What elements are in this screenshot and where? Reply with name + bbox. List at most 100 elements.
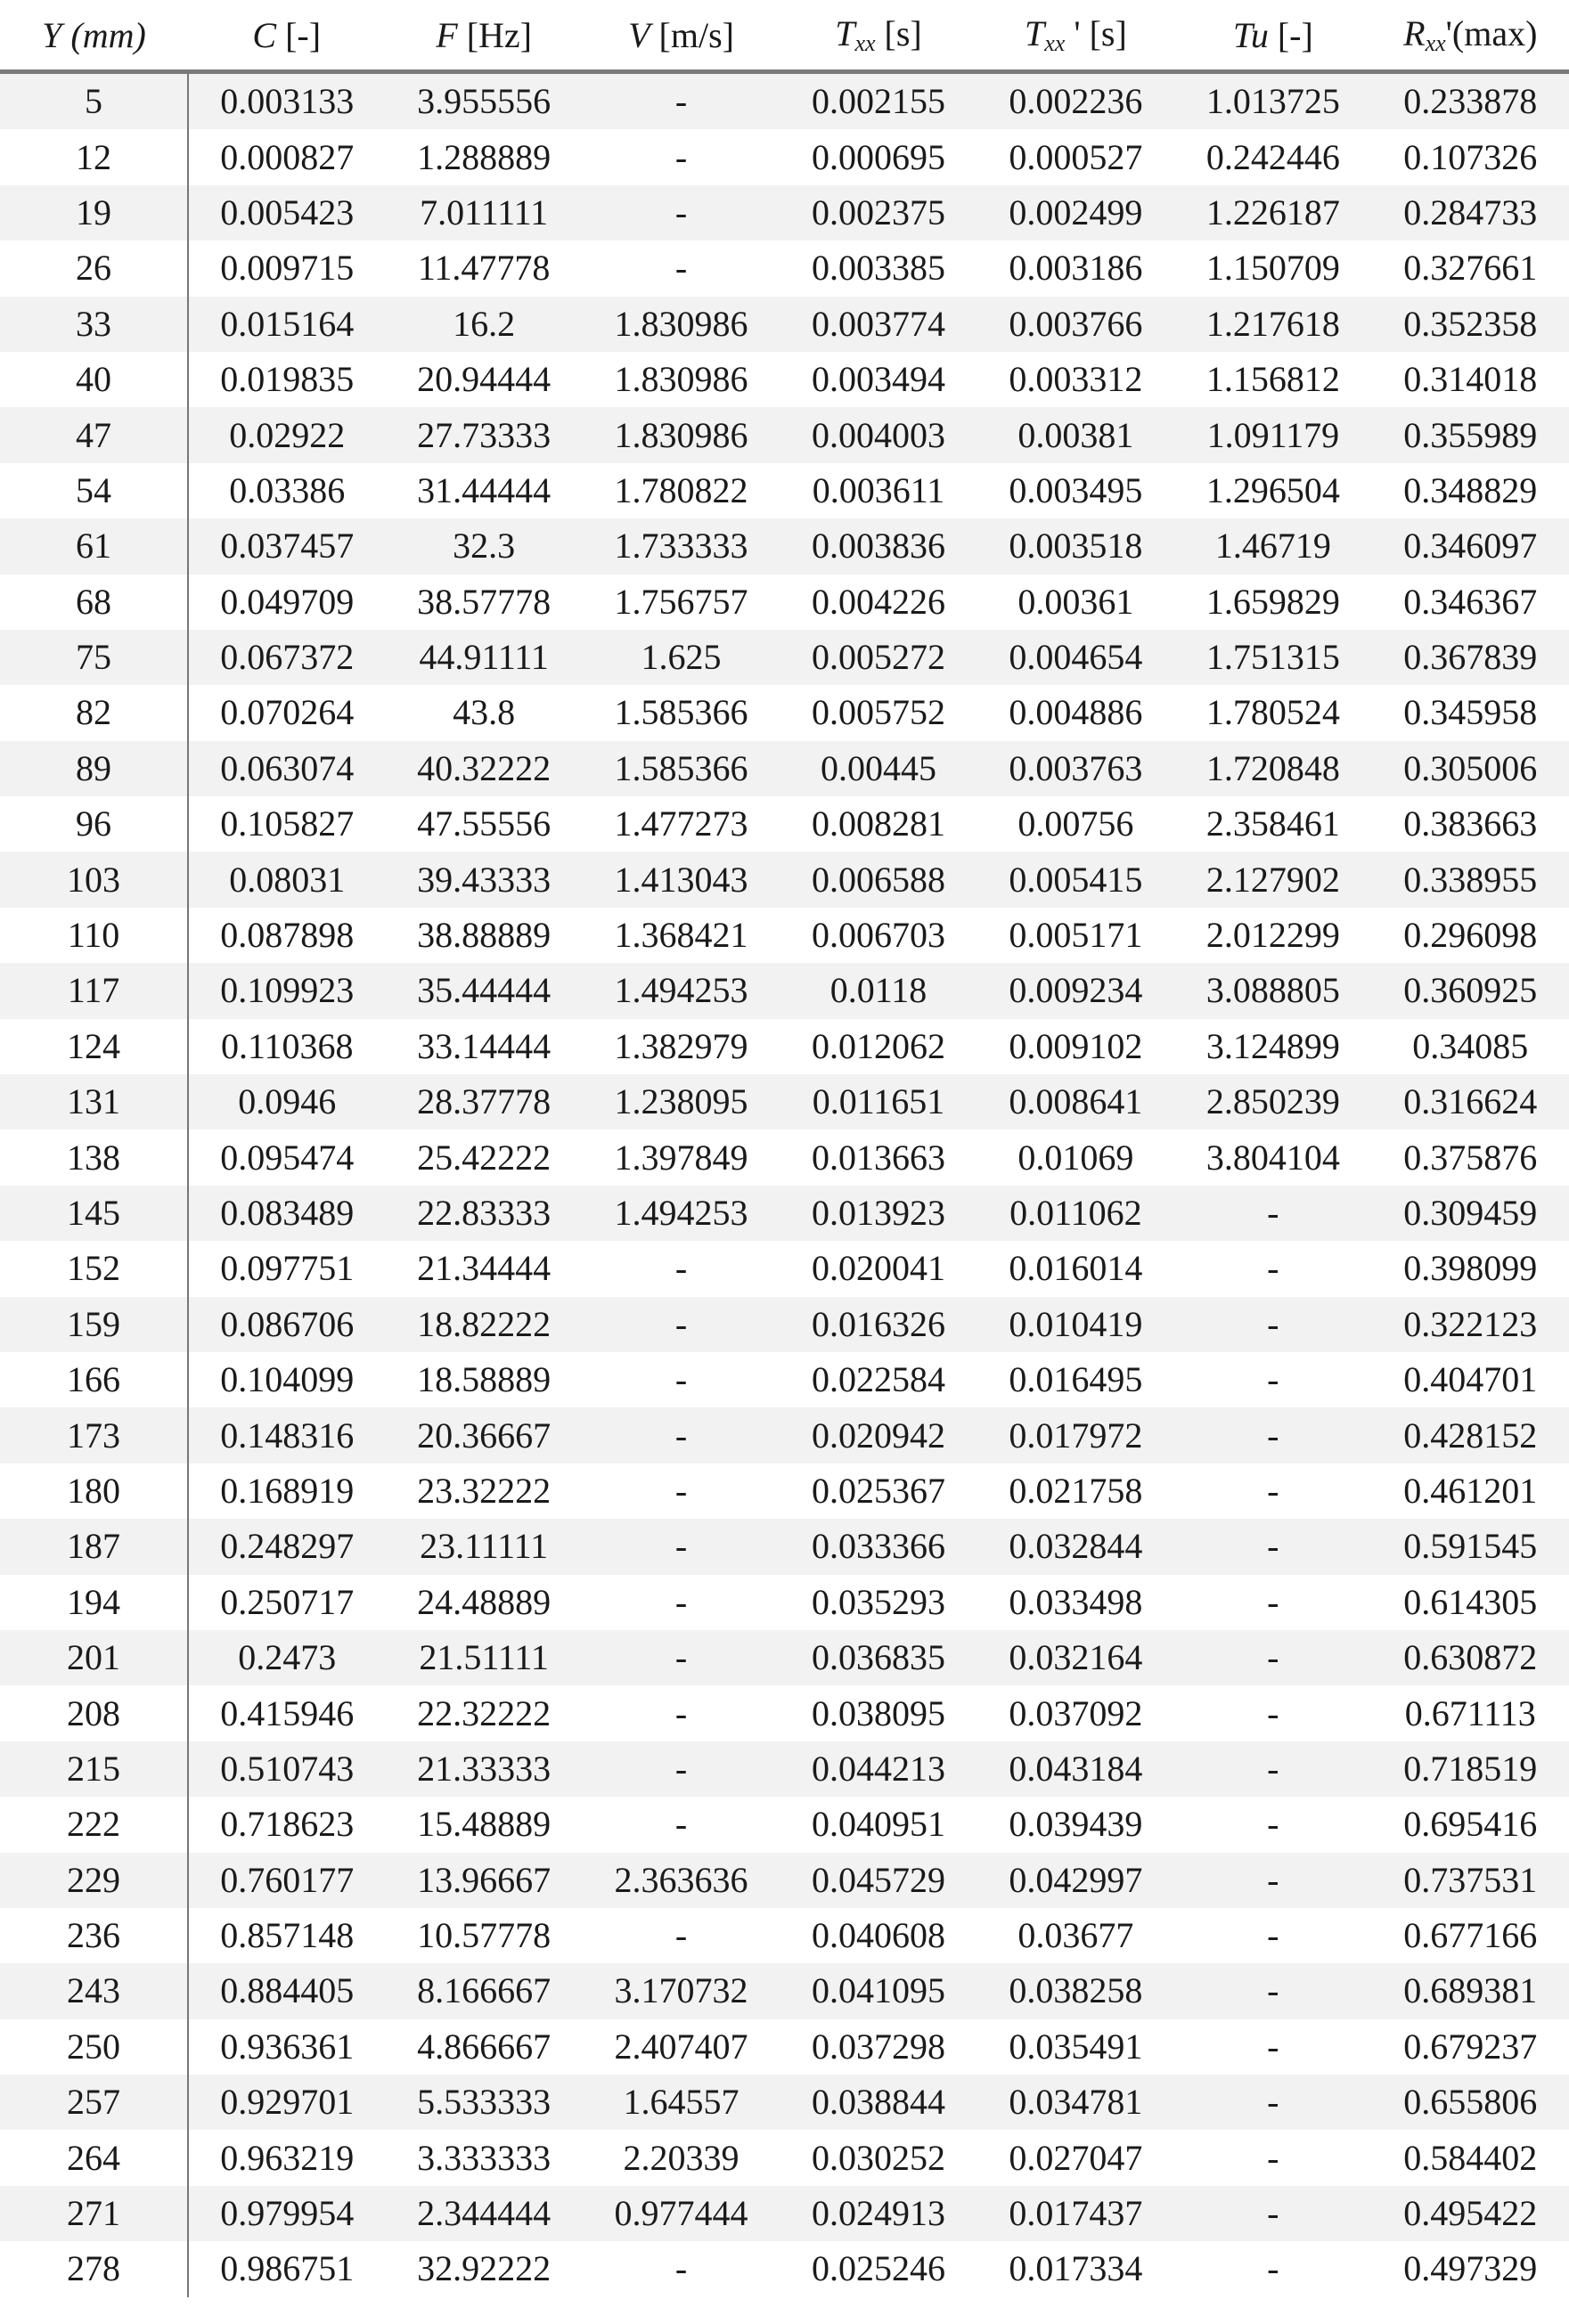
cell-rxx-max: 0.495422 [1371, 2185, 1569, 2242]
cell-c: 0.884405 [188, 1963, 386, 2019]
cell-tu: - [1174, 1296, 1372, 1352]
cell-f: 38.88889 [417, 915, 552, 956]
cell-c: 0.979954 [188, 2185, 386, 2242]
table-row: 173 0.148316 20.36667-0.020942 0.017972-0.4… [0, 1407, 1569, 1464]
cell-f: 8.166667 [385, 1963, 583, 2019]
cell-txx-prime: 0.003186 [1009, 248, 1143, 289]
cell-txx: 0.012062 [811, 1025, 945, 1066]
table-row: 159 0.086706 18.82222-0.016326 0.010419-0.3… [0, 1296, 1569, 1352]
column-header-txx: Txx [s] [780, 0, 977, 74]
cell-y: 243 [0, 1963, 189, 2019]
cell-tu: - [1174, 1407, 1372, 1464]
table-row: 131 0.0946 28.37778 1.238095 0.011651 0.00864… [0, 1074, 1569, 1130]
cell-txx: 0.038095 [811, 1692, 945, 1733]
table-row: 152 0.097751 21.34444 - 0.020041 0.016014 - 0.3… [0, 1241, 1569, 1297]
cell-v: 1.238095 [582, 1074, 780, 1130]
cell-y: 215 [0, 1741, 189, 1798]
cell-tu: 1.013725 [1174, 71, 1372, 130]
cell-tu: 1.751315 [1174, 629, 1372, 686]
cell-rxx-max: 0.348829 [1403, 469, 1538, 510]
cell-v: - [674, 1692, 688, 1733]
cell-txx-prime: 0.00756 [1017, 803, 1134, 844]
cell-y: 75 [0, 629, 189, 686]
cell-txx: 0.006588 [780, 852, 977, 908]
table-row: 250 0.936361 4.866667 2.407407 0.037298 0.035… [0, 2018, 1569, 2075]
cell-c: 0.0946 [188, 1074, 386, 1130]
cell-txx: 0.013663 [811, 1137, 945, 1178]
cell-tu: 0.242446 [1205, 136, 1340, 177]
cell-txx: 0.044213 [780, 1741, 977, 1798]
cell-v: - [674, 1581, 688, 1622]
header-symbol: F [436, 14, 458, 55]
cell-tu: 1.659829 [1205, 581, 1340, 622]
table-row: 194 0.250717 24.48889 - 0.035293 0.033498 - 0.6… [0, 1574, 1569, 1630]
cell-v: - [674, 1248, 688, 1289]
cell-y: 166 [0, 1351, 189, 1408]
cell-y: 19 [0, 184, 189, 241]
cell-txx: 0.020041 [811, 1248, 945, 1289]
cell-v: - [582, 1407, 780, 1464]
cell-f: 32.3 [385, 518, 583, 575]
cell-f: 32.92222 [417, 2248, 552, 2289]
cell-c: 0.087898 [220, 915, 355, 956]
cell-f: 18.58889 [417, 1359, 552, 1400]
cell-tu: - [1267, 1359, 1279, 1400]
cell-f: 39.43333 [385, 852, 583, 908]
cell-rxx-max: 0.327661 [1403, 248, 1538, 289]
cell-txx: 0.025246 [811, 2248, 945, 2289]
cell-txx: 0.024913 [780, 2185, 977, 2242]
cell-txx: 0.035293 [811, 1581, 945, 1622]
cell-y: 110 [0, 907, 189, 964]
cell-y: 68 [0, 574, 189, 630]
cell-tu: - [1174, 1741, 1372, 1798]
cell-y: 117 [0, 963, 189, 1019]
cell-v: 1.585366 [582, 740, 780, 797]
cell-txx-prime: 0.005415 [977, 852, 1175, 908]
cell-c: 0.037457 [188, 518, 386, 575]
cell-rxx-max: 0.718519 [1371, 1741, 1569, 1798]
cell-rxx-max: 0.428152 [1371, 1407, 1569, 1464]
cell-tu: 2.127902 [1174, 852, 1372, 908]
cell-txx-prime: 0.003766 [977, 296, 1175, 352]
cell-v: - [674, 2248, 688, 2289]
cell-txx-prime: 0.021758 [1009, 1470, 1143, 1511]
cell-c: 0.02922 [188, 407, 386, 463]
cell-f: 28.37778 [385, 1074, 583, 1130]
cell-f: 20.36667 [385, 1407, 583, 1464]
cell-tu: - [1174, 1963, 1372, 2019]
cell-rxx-max: 0.677166 [1403, 1915, 1538, 1956]
cell-y: 89 [0, 740, 189, 797]
cell-txx-prime: 0.000527 [1009, 136, 1143, 177]
cell-c: 0.760177 [188, 1852, 386, 1908]
cell-txx-prime: 0.037092 [1009, 1692, 1143, 1733]
cell-v: - [674, 248, 688, 289]
cell-tu: - [1174, 1185, 1372, 1242]
cell-txx: 0.003611 [812, 469, 945, 510]
cell-rxx-max: 0.284733 [1371, 184, 1569, 241]
cell-txx-prime: 0.010419 [977, 1296, 1175, 1352]
cell-txx-prime: 0.016014 [1009, 1248, 1143, 1289]
cell-txx-prime: 0.009234 [977, 963, 1175, 1019]
table-row: 54 0.03386 31.44444 1.780822 0.003611 0.00349… [0, 462, 1569, 519]
cell-txx-prime: 0.011062 [977, 1185, 1175, 1242]
cell-c: 0.070264 [220, 692, 355, 733]
cell-v: - [674, 136, 688, 177]
cell-txx-prime: 0.002236 [977, 71, 1175, 130]
cell-txx: 0.022584 [811, 1359, 945, 1400]
header-unit: [-] [1268, 14, 1313, 55]
cell-v: 1.733333 [582, 518, 780, 575]
cell-txx: 0.0118 [780, 963, 977, 1019]
cell-txx-prime: 0.032844 [977, 1519, 1175, 1575]
cell-c: 0.148316 [188, 1407, 386, 1464]
table-row: 271 0.979954 2.344444 0.977444 0.024913 0.017… [0, 2185, 1569, 2242]
table-row: 243 0.884405 8.166667 3.170732 0.041095 0.038… [0, 1963, 1569, 2019]
cell-txx-prime: 0.034781 [977, 2075, 1175, 2131]
cell-txx-prime: 0.035491 [1009, 2026, 1143, 2067]
cell-tu: 1.150709 [1205, 248, 1340, 289]
cell-rxx-max: 0.695416 [1403, 1804, 1538, 1845]
cell-txx: 0.003774 [780, 296, 977, 352]
cell-txx: 0.040608 [811, 1915, 945, 1956]
cell-rxx-max: 0.398099 [1403, 1248, 1538, 1289]
cell-rxx-max: 0.630872 [1371, 1629, 1569, 1686]
cell-y: 236 [0, 1907, 189, 1964]
